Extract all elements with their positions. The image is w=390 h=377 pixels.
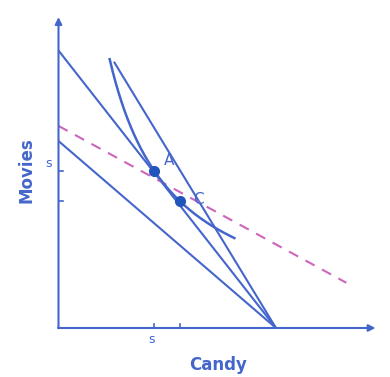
Text: C: C — [193, 192, 204, 207]
Text: s: s — [148, 333, 154, 346]
Text: Movies: Movies — [18, 137, 35, 202]
Text: Candy: Candy — [190, 357, 247, 374]
Text: s: s — [46, 157, 52, 170]
Text: A: A — [164, 153, 174, 168]
